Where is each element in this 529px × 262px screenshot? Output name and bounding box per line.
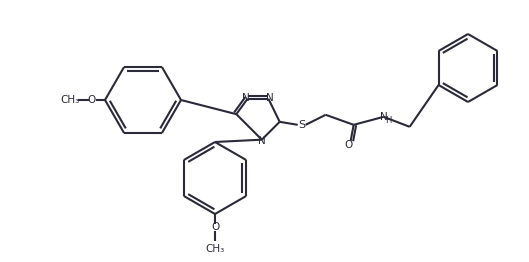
Text: N: N <box>380 112 388 122</box>
Text: H: H <box>385 116 391 125</box>
Text: N: N <box>242 92 250 103</box>
Text: N: N <box>267 92 274 103</box>
Text: S: S <box>298 120 305 130</box>
Text: O: O <box>88 95 96 105</box>
Text: O: O <box>344 140 353 150</box>
Text: CH₃: CH₃ <box>205 244 225 254</box>
Text: O: O <box>211 222 219 232</box>
Text: CH₃: CH₃ <box>60 95 80 105</box>
Text: N: N <box>258 136 266 146</box>
